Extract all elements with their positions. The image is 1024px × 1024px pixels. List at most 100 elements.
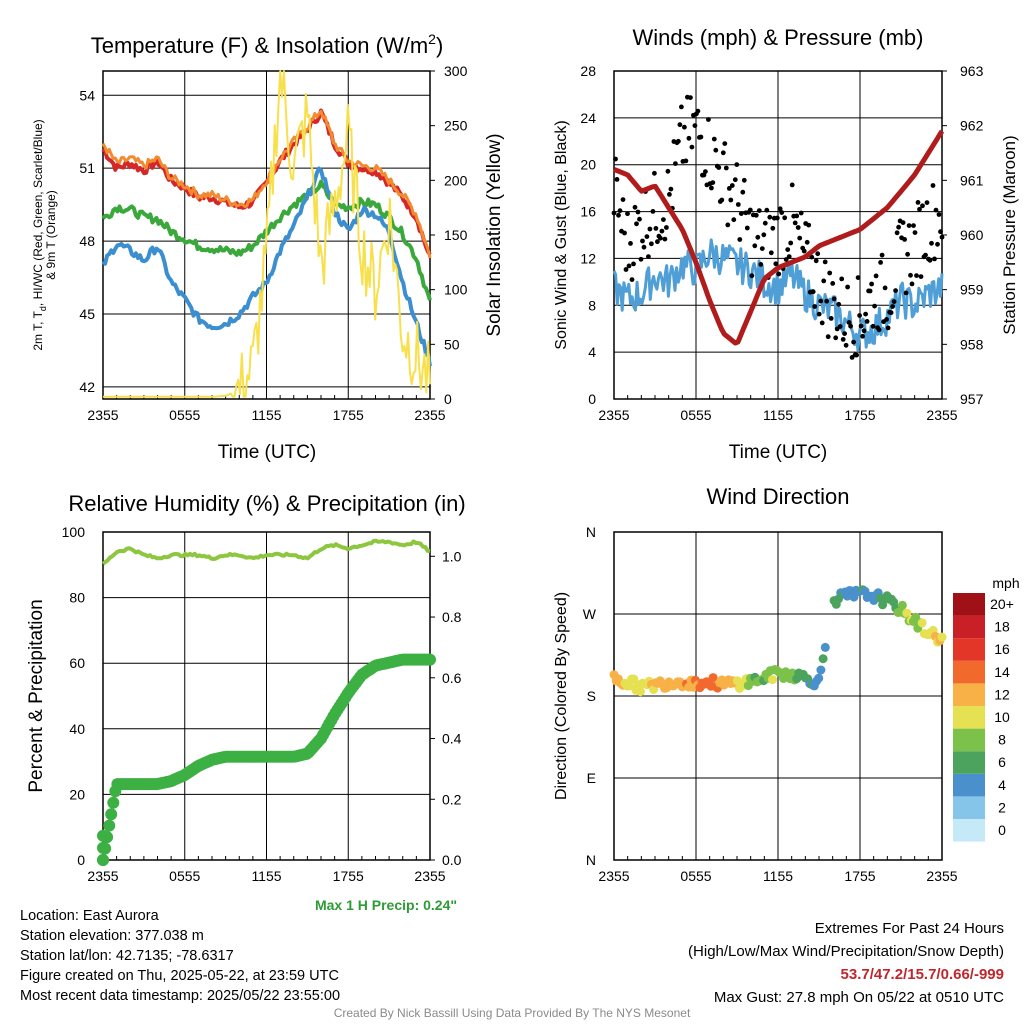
gust-point — [711, 136, 717, 142]
y2-tick-label: 957 — [960, 391, 984, 407]
x-tick-label: 1155 — [763, 868, 793, 884]
gust-point — [635, 209, 641, 215]
gust-point — [872, 303, 877, 309]
y-tick-label: 60 — [69, 655, 85, 671]
gust-point — [625, 211, 630, 217]
winds-ylabel-group: Sonic Wind & Gust (Blue, Black) — [553, 120, 570, 349]
gust-point — [722, 141, 728, 147]
gust-point — [732, 177, 738, 183]
gust-point — [761, 232, 767, 238]
x-tick-label: 0555 — [680, 868, 711, 884]
gust-point — [740, 189, 746, 195]
gust-point — [845, 284, 850, 290]
gust-point — [893, 288, 898, 293]
x-tick-label: 0555 — [169, 868, 200, 884]
gust-point — [837, 324, 843, 329]
gust-point — [689, 144, 695, 150]
y-tick-label: E — [587, 770, 596, 786]
gust-point — [903, 290, 909, 296]
gust-point — [789, 182, 795, 188]
gust-point — [792, 220, 798, 226]
gust-point — [915, 200, 921, 205]
gust-point — [655, 239, 660, 245]
gust-point — [879, 252, 885, 258]
y-tick-label: 100 — [62, 524, 86, 540]
temp-title-end: ) — [436, 33, 443, 58]
wind-direction-ylabel: Direction (Colored By Speed) — [553, 592, 570, 800]
gust-point — [713, 147, 719, 153]
gust-point — [878, 260, 883, 265]
gust-point — [798, 210, 804, 216]
y-tick-label: 20 — [580, 157, 596, 173]
gust-point — [836, 301, 842, 307]
gust-point — [706, 117, 711, 122]
gust-point — [831, 296, 837, 302]
gust-point — [855, 275, 861, 280]
gust-point — [873, 273, 879, 279]
gust-point — [735, 202, 741, 207]
gust-point — [767, 214, 773, 220]
temperature-panel: 2355 0555 1155 1755 2355 42 45 48 51 54 0 50 100 150 2… — [31, 31, 505, 463]
gust-point — [652, 170, 657, 176]
gust-point — [797, 235, 803, 241]
max-precip-label: Max 1 H Precip: 0.24" — [315, 897, 457, 913]
y2-tick-label: 960 — [960, 227, 984, 243]
wind-direction-point — [820, 642, 830, 652]
gust-point — [911, 223, 916, 229]
gust-point — [758, 262, 764, 267]
gust-point — [650, 209, 656, 214]
gust-point — [628, 241, 633, 246]
gust-point — [840, 337, 846, 342]
gust-point — [935, 241, 940, 247]
rh-panel: 2355 0555 1155 1755 23550204060801000.00.20.… — [26, 491, 466, 913]
credit-text: Created By Nick Bassill Using Data Provi… — [333, 1006, 691, 1020]
gust-point — [932, 256, 937, 262]
legend-title: mph — [992, 575, 1019, 591]
gust-point — [686, 135, 692, 141]
wind-direction-point — [624, 681, 634, 691]
y2-tick-label: 0.6 — [442, 670, 462, 686]
gust-point — [703, 169, 708, 175]
gust-point — [828, 316, 834, 321]
gust-point — [719, 197, 725, 203]
x-tick-label: 2355 — [926, 407, 957, 423]
rh-ylabel-group: Percent & Precipitation — [26, 599, 47, 792]
y2-tick-label: 963 — [960, 63, 984, 79]
winds-title: Winds (mph) & Pressure (mb) — [633, 25, 924, 50]
x-tick-label: 1755 — [844, 868, 875, 884]
gust-point — [854, 352, 859, 358]
gust-point — [747, 207, 753, 213]
temp-y2label: Solar Insolation (Yellow) — [484, 133, 505, 336]
gust-point — [918, 274, 924, 279]
legend-swatch — [953, 706, 985, 729]
precip-point — [107, 796, 120, 809]
legend-swatch — [953, 638, 985, 661]
gust-point — [665, 168, 671, 174]
gust-point — [788, 240, 794, 246]
y2-tick-label: 958 — [960, 336, 984, 352]
temp-xlabel: Time (UTC) — [218, 442, 317, 463]
wind-direction-point — [816, 665, 826, 675]
y-tick-label: N — [586, 524, 596, 540]
x-tick-label: 2355 — [598, 407, 629, 423]
gust-point — [824, 298, 830, 304]
gust-point — [785, 247, 791, 253]
precip-point — [97, 829, 109, 842]
gust-point — [764, 207, 770, 213]
gust-point — [839, 276, 845, 282]
temp-ylabel-sub: d — [38, 306, 48, 311]
y-tick-label: 12 — [580, 250, 596, 266]
x-tick-label: 2355 — [926, 868, 957, 884]
extremes-box: Extremes For Past 24 Hours (High/Low/Max… — [688, 917, 1004, 1009]
gust-point — [876, 327, 882, 333]
rh-title: Relative Humidity (%) & Precipitation (i… — [68, 491, 465, 516]
gust-point — [923, 252, 928, 258]
extremes-title: Extremes For Past 24 Hours — [814, 920, 1004, 937]
gust-point — [688, 95, 693, 100]
gust-point — [806, 222, 812, 228]
y2-tick-label: 0.4 — [442, 731, 462, 747]
gust-point — [661, 217, 666, 223]
gust-point — [816, 311, 822, 317]
y-tick-label: 0 — [588, 391, 596, 407]
